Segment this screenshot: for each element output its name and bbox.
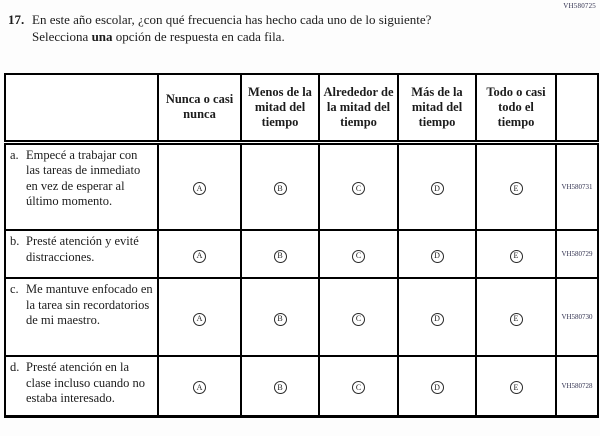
table-row-b: b. Presté atención y evité distracciones.…	[4, 229, 599, 279]
option-bubble-d-A[interactable]: A	[193, 381, 206, 395]
column-header-nunca: Nunca o casi nunca	[157, 73, 242, 145]
row-b-cell-D: D	[397, 229, 477, 279]
row-c-text: Me mantuve enfocado en la tarea sin reco…	[26, 282, 153, 327]
option-bubble-a-D[interactable]: D	[430, 182, 444, 196]
option-bubble-b-C[interactable]: C	[352, 249, 365, 263]
column-header-mas-mitad: Más de la mitad del tiempo	[397, 73, 477, 145]
row-d-cell-A: A	[157, 355, 242, 417]
row-a-cell-D: D	[397, 141, 477, 231]
question-block: 17. En este año escolar, ¿con qué frecue…	[8, 11, 508, 45]
row-d-cell-D: D	[397, 355, 477, 417]
code-header-empty	[555, 73, 599, 145]
row-a-cell-B: B	[240, 141, 320, 231]
option-bubble-c-E[interactable]: E	[509, 312, 523, 326]
question-number: 17.	[8, 12, 25, 27]
option-bubble-d-E[interactable]: E	[509, 381, 523, 395]
option-bubble-b-E[interactable]: E	[509, 249, 523, 263]
row-a-letter: a.	[10, 147, 19, 162]
row-a-cell-E: E	[475, 141, 557, 231]
table-row-c: c. Me mantuve enfocado en la tarea sin re…	[4, 277, 599, 357]
row-d-code: VH580728	[555, 355, 599, 417]
option-bubble-c-B[interactable]: B	[273, 312, 287, 326]
row-b-code: VH580729	[555, 229, 599, 279]
option-bubble-d-B[interactable]: B	[273, 381, 287, 395]
row-b-letter: b.	[10, 234, 20, 248]
option-bubble-b-A[interactable]: A	[193, 249, 206, 263]
question-text-before: En este año escolar, ¿con qué frecuencia…	[32, 12, 432, 44]
option-bubble-a-C[interactable]: C	[352, 182, 365, 196]
option-bubble-b-D[interactable]: D	[430, 249, 444, 263]
option-bubble-c-D[interactable]: D	[430, 312, 444, 326]
row-b-cell-E: E	[475, 229, 557, 279]
row-b-cell-B: B	[240, 229, 320, 279]
option-bubble-a-B[interactable]: B	[273, 182, 287, 196]
column-header-todo: Todo o casi todo el tiempo	[475, 73, 557, 145]
row-c-stem: c. Me mantuve enfocado en la tarea sin re…	[4, 277, 159, 357]
row-c-cell-D: D	[397, 277, 477, 357]
row-b-cell-A: A	[157, 229, 242, 279]
row-b-cell-C: C	[318, 229, 399, 279]
header-row: Nunca o casi nunca Menos de la mitad del…	[4, 73, 599, 145]
question-text: En este año escolar, ¿con qué frecuencia…	[32, 11, 484, 45]
table-row-a: a. Empecé a trabajar con las tareas de in…	[4, 141, 599, 231]
option-bubble-c-C[interactable]: C	[352, 312, 365, 326]
stem-header-empty	[4, 73, 159, 145]
row-d-cell-E: E	[475, 355, 557, 417]
row-c-cell-C: C	[318, 277, 399, 357]
row-d-cell-B: B	[240, 355, 320, 417]
option-bubble-a-E[interactable]: E	[509, 182, 523, 196]
option-bubble-b-B[interactable]: B	[273, 249, 287, 263]
row-d-stem: d. Presté atención en la clase incluso cu…	[4, 355, 159, 417]
question-bold-word: una	[91, 29, 113, 44]
option-bubble-a-A[interactable]: A	[193, 182, 206, 196]
row-a-cell-C: C	[318, 141, 399, 231]
row-a-cell-A: A	[157, 141, 242, 231]
row-d-cell-C: C	[318, 355, 399, 417]
column-header-menos-mitad: Menos de la mitad del tiempo	[240, 73, 320, 145]
row-c-code: VH580730	[555, 277, 599, 357]
row-c-cell-B: B	[240, 277, 320, 357]
row-a-code: VH580731	[555, 141, 599, 231]
frequency-matrix-table: Nunca o casi nunca Menos de la mitad del…	[4, 73, 599, 418]
page-code: VH580725	[563, 2, 596, 10]
row-d-letter: d.	[10, 360, 20, 374]
question-text-after: opción de respuesta en cada fila.	[112, 29, 285, 44]
row-d-text: Presté atención en la clase incluso cuan…	[26, 360, 146, 405]
row-c-letter: c.	[10, 282, 19, 296]
option-bubble-c-A[interactable]: A	[193, 312, 206, 326]
row-a-stem: a. Empecé a trabajar con las tareas de in…	[4, 141, 159, 231]
row-c-cell-E: E	[475, 277, 557, 357]
row-c-cell-A: A	[157, 277, 242, 357]
option-bubble-d-D[interactable]: D	[430, 381, 444, 395]
row-b-stem: b. Presté atención y evité distracciones.	[4, 229, 159, 279]
column-header-alrededor-mitad: Alrededor de la mitad del tiempo	[318, 73, 399, 145]
option-bubble-d-C[interactable]: C	[352, 381, 365, 395]
row-b-text: Presté atención y evité distracciones.	[26, 234, 139, 264]
row-a-text: Empecé a trabajar con las tareas de inme…	[26, 147, 141, 209]
table-row-d: d. Presté atención en la clase incluso cu…	[4, 355, 599, 417]
